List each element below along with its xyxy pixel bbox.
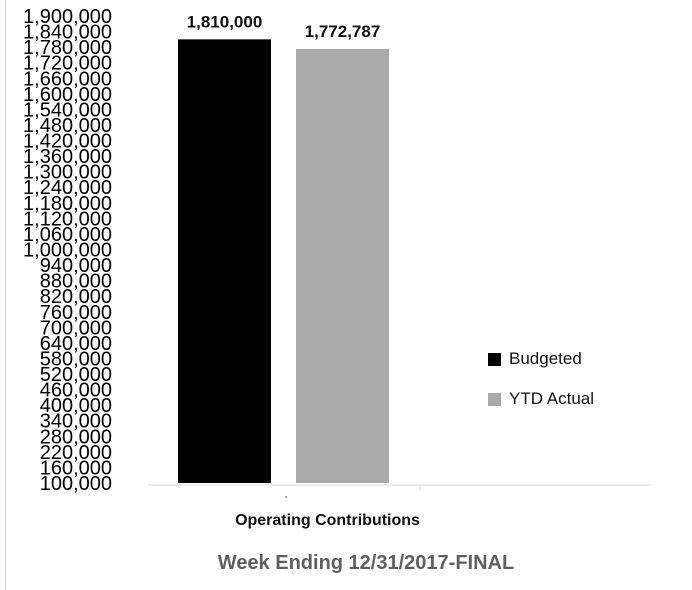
y-tick-label: 340,000 <box>40 411 112 433</box>
y-tick-label: 1,180,000 <box>23 193 112 215</box>
y-tick-label: 1,300,000 <box>23 162 112 184</box>
y-tick-label: 580,000 <box>40 348 112 370</box>
bar-ytd-actual <box>296 49 389 484</box>
y-tick-label: 100,000 <box>40 473 112 495</box>
y-tick-label: 940,000 <box>40 255 112 277</box>
y-tick-label: 1,840,000 <box>23 22 112 44</box>
y-tick-label: 700,000 <box>40 317 112 339</box>
legend-label-ytd-actual: YTD Actual <box>509 389 595 408</box>
y-tick-label: 1,420,000 <box>23 131 112 153</box>
y-tick-label: 1,600,000 <box>23 84 112 106</box>
y-tick-label: 1,900,000 <box>23 6 112 28</box>
data-label-ytd-actual: 1,772,787 <box>305 22 381 41</box>
y-tick-label: 1,360,000 <box>23 146 112 168</box>
y-tick-label: 640,000 <box>40 333 112 355</box>
y-tick-label: 1,720,000 <box>23 53 112 75</box>
y-tick-label: 460,000 <box>40 380 112 402</box>
y-tick-label: 220,000 <box>40 442 112 464</box>
left-border <box>5 0 6 590</box>
legend-item-budgeted: Budgeted <box>488 348 594 370</box>
y-tick-label: 1,660,000 <box>23 68 112 90</box>
y-tick-label: 1,240,000 <box>23 177 112 199</box>
y-tick-label: 1,540,000 <box>23 99 112 121</box>
data-label-budgeted: 1,810,000 <box>187 12 263 31</box>
y-tick-label: 760,000 <box>40 302 112 324</box>
y-tick-label: 280,000 <box>40 426 112 448</box>
legend-item-ytd-actual: YTD Actual <box>488 388 594 410</box>
legend-swatch-budgeted <box>488 352 501 366</box>
legend: Budgeted YTD Actual <box>488 348 594 428</box>
y-tick-label: 400,000 <box>40 395 112 417</box>
y-tick-label: 1,120,000 <box>23 208 112 230</box>
legend-swatch-ytd-actual <box>488 392 501 406</box>
y-tick-label: 1,780,000 <box>23 37 112 59</box>
bar-budgeted <box>178 39 271 483</box>
y-tick-label: 160,000 <box>40 457 112 479</box>
y-tick-label: 1,480,000 <box>23 115 112 137</box>
legend-label-budgeted: Budgeted <box>509 349 582 368</box>
x-category-label: Operating Contributions <box>235 512 420 529</box>
y-tick-label: 820,000 <box>40 286 112 308</box>
y-tick-label: 1,000,000 <box>23 240 112 262</box>
y-tick-label: 880,000 <box>40 271 112 293</box>
chart-title: Week Ending 12/31/2017-FINAL <box>217 552 515 574</box>
y-tick-label: 520,000 <box>40 364 112 386</box>
y-tick-label: 1,060,000 <box>23 224 112 246</box>
